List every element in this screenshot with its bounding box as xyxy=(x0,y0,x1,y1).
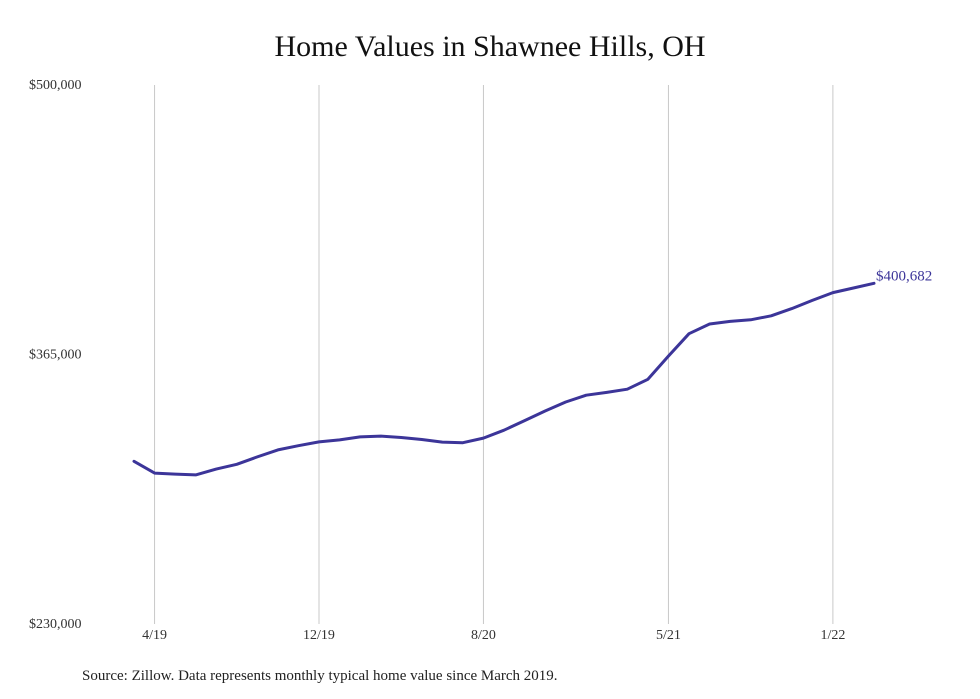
end-value-label: $400,682 xyxy=(876,268,932,284)
grid-lines xyxy=(154,85,834,624)
y-axis-ticks: $230,000 $365,000 $500,000 xyxy=(29,78,82,632)
y-tick-label: $500,000 xyxy=(29,78,82,93)
x-tick-label: 12/19 xyxy=(303,628,335,643)
chart-title: Home Values in Shawnee Hills, OH xyxy=(274,30,706,63)
x-tick-label: 1/22 xyxy=(820,628,845,643)
series-group: $400,682 xyxy=(132,268,932,477)
y-tick-label: $365,000 xyxy=(29,348,82,363)
x-tick-label: 5/21 xyxy=(656,628,681,643)
x-axis-ticks: 4/19 12/19 8/20 5/21 1/22 xyxy=(142,628,845,643)
y-tick-label: $230,000 xyxy=(29,617,82,632)
x-tick-label: 4/19 xyxy=(142,628,167,643)
series-line xyxy=(132,281,876,477)
source-note: Source: Zillow. Data represents monthly … xyxy=(82,668,558,684)
x-tick-label: 8/20 xyxy=(471,628,496,643)
